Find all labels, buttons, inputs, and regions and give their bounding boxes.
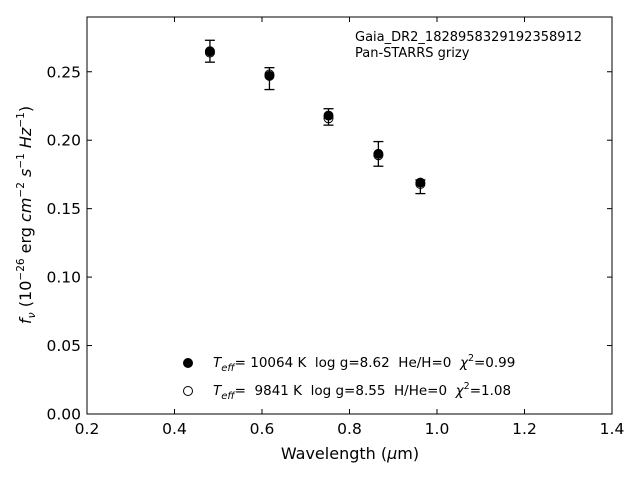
x-tick-label: 0.8 — [337, 420, 362, 438]
y-tick-label: 0.05 — [46, 337, 81, 355]
x-tick-label: 1.2 — [512, 420, 537, 438]
x-tick-label: 1.0 — [425, 420, 450, 438]
legend-marker-filled — [183, 358, 193, 368]
x-tick-label: 1.4 — [600, 420, 625, 438]
plot-frame — [86, 16, 613, 415]
annotation-survey: Pan-STARRS grizy — [355, 46, 470, 61]
x-tick-label: 0.6 — [250, 420, 275, 438]
annotation-object-id: Gaia_DR2_1828958329192358912 — [355, 30, 582, 45]
legend-label-open: Teff= 9841 K log g=8.55 H/He=0 χ2=1.08 — [213, 381, 511, 402]
x-axis-label: Wavelength (μm) — [281, 444, 419, 463]
x-tick-label: 0.4 — [162, 420, 187, 438]
data-point-open — [415, 179, 426, 190]
legend: Teff= 10064 K log g=8.62 He/H=0 χ2=0.99 … — [183, 353, 515, 402]
y-tick-label: 0.10 — [46, 269, 81, 287]
chart-marks — [204, 39, 426, 195]
y-axis-label: fν (10−26 erg cm−2 s−1 Hz−1) — [15, 106, 38, 324]
data-point-filled — [323, 110, 334, 121]
data-point-open — [204, 47, 215, 58]
data-point-open — [373, 150, 384, 161]
y-tick-label: 0.25 — [46, 63, 81, 81]
data-point-open — [323, 113, 334, 124]
y-tick-label: 0.20 — [46, 132, 81, 150]
data-point-open — [264, 69, 275, 80]
legend-label-filled: Teff= 10064 K log g=8.62 He/H=0 χ2=0.99 — [213, 353, 515, 374]
y-tick-label: 0.00 — [46, 406, 81, 424]
y-tick-label: 0.15 — [46, 200, 81, 218]
x-tick-label: 0.2 — [75, 420, 100, 438]
legend-marker-open — [183, 386, 193, 396]
axis-ticks: 0.2 0.4 0.6 0.8 1.0 1.2 1.4 0.00 0.05 0.10 0.15 0.2… — [46, 17, 624, 438]
